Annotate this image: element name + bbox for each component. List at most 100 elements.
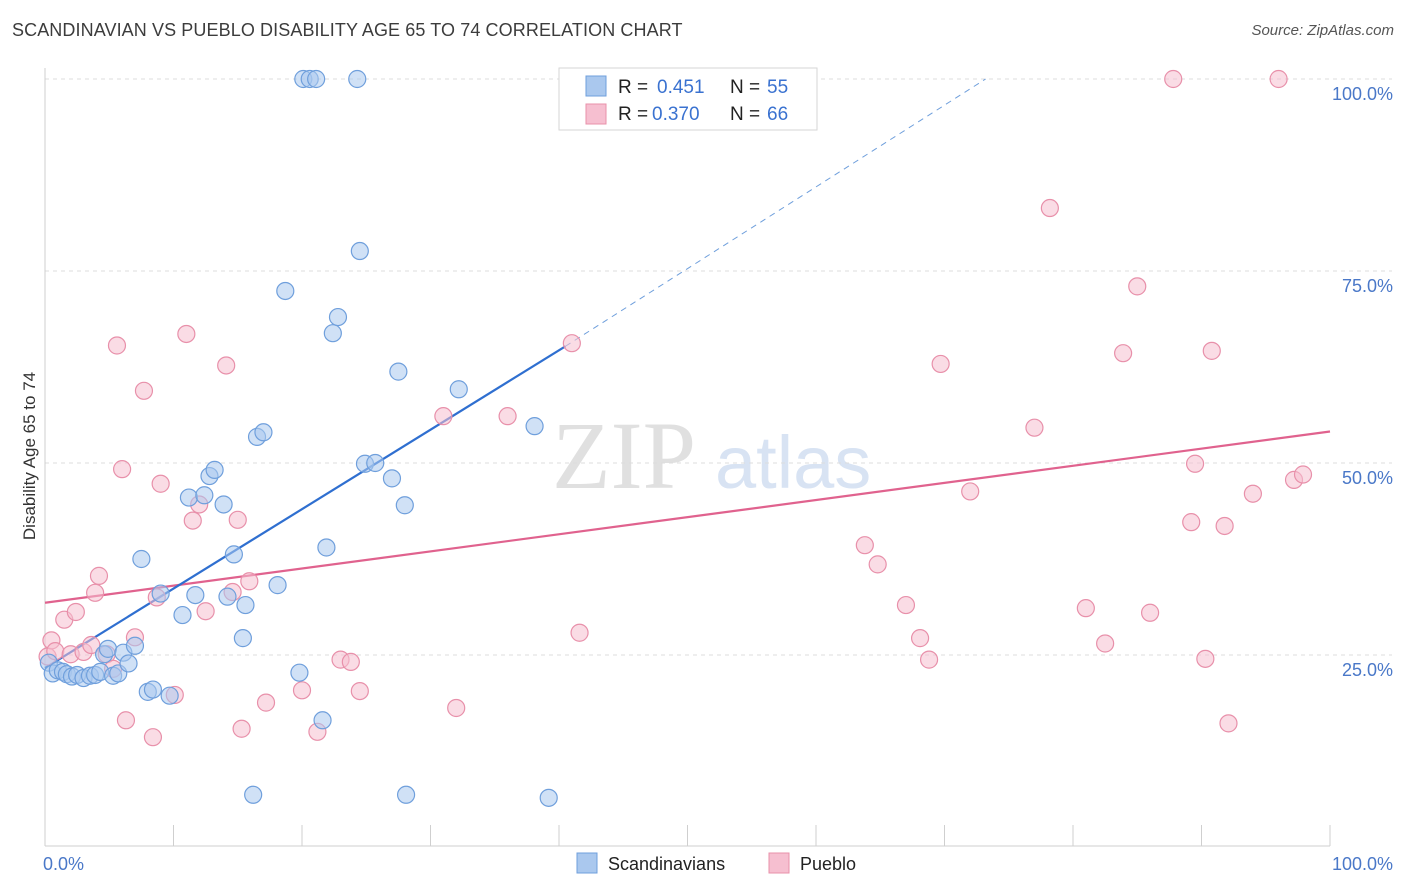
scandinavian-point-54	[396, 785, 416, 804]
scandinavian-point-42	[307, 69, 326, 89]
legend-r-label-2: R =	[618, 104, 648, 125]
series-legend-swatch-pueblo	[768, 852, 790, 874]
series-legend-label-pueblo: Pueblo	[800, 854, 856, 874]
pueblo-point-61	[1215, 516, 1234, 536]
pueblo-point-63	[1243, 484, 1263, 503]
legend-n-label-2: N =	[730, 104, 760, 125]
pueblo-point-66	[1293, 465, 1313, 484]
pueblo-point-37	[447, 698, 466, 718]
pueblo-point-58	[1185, 454, 1205, 473]
x-tick-label-max: 100.0%	[1332, 854, 1393, 874]
scandinavian-point-56	[525, 417, 544, 436]
pueblo-point-56	[1164, 69, 1183, 89]
legend-swatch-pueblo	[585, 103, 607, 125]
scandinavian-point-36	[254, 423, 273, 442]
scandinavian-point-30	[218, 587, 237, 606]
pueblo-point-30	[256, 693, 276, 712]
source-label: Source: ZipAtlas.com	[1251, 22, 1394, 39]
pueblo-point-39	[562, 334, 581, 353]
legend-n-label-1: N =	[730, 77, 760, 98]
pueblo-point-16	[134, 381, 154, 400]
scandinavian-point-12	[98, 639, 118, 658]
scandinavian-point-20	[143, 680, 163, 699]
legend-n-value-2: 66	[767, 104, 788, 125]
scandinavian-point-28	[205, 460, 224, 480]
series-legend-swatch-scandinavians	[576, 852, 598, 874]
series-legend: Scandinavians Pueblo	[576, 852, 856, 874]
pueblo-point-5	[66, 602, 85, 622]
pueblo-point-49	[1025, 418, 1044, 437]
pueblo-point-12	[107, 336, 127, 355]
scandinavian-point-21	[151, 584, 170, 603]
pueblo-point-27	[228, 510, 247, 529]
legend-n-value-1: 55	[767, 77, 788, 98]
scandinavian-point-44	[317, 538, 336, 557]
pueblo-point-46	[919, 650, 939, 669]
scandinavian-point-29	[214, 495, 233, 514]
watermark-zip: ZIP	[552, 402, 696, 509]
scandinavian-point-34	[244, 785, 263, 804]
y-tick-label-25: 25.0%	[1342, 660, 1393, 680]
pueblo-point-45	[910, 629, 930, 648]
scandinavian-point-46	[328, 307, 348, 327]
scandinavian-point-43	[313, 711, 332, 730]
y-tick-label-50: 50.0%	[1342, 468, 1393, 488]
pueblo-point-9	[89, 566, 109, 585]
scandinavian-point-50	[366, 453, 385, 473]
legend-r-value-2: 0.370	[652, 104, 700, 125]
pueblo-point-55	[1140, 603, 1160, 622]
pueblo-point-57	[1182, 513, 1201, 532]
scandinavian-point-55	[449, 380, 468, 399]
y-tick-labels: 25.0% 50.0% 75.0% 100.0%	[1332, 84, 1393, 680]
scandinavian-point-38	[276, 281, 295, 301]
grid-lines	[45, 78, 1392, 656]
scandinavian-point-18	[132, 549, 151, 569]
scandinavian-point-51	[382, 469, 402, 488]
pueblo-point-51	[1076, 599, 1095, 618]
pueblo-point-52	[1096, 634, 1115, 653]
scandinavian-point-39	[290, 663, 309, 682]
pueblo-point-14	[116, 711, 136, 730]
scandinavian-point-25	[186, 585, 205, 605]
scandinavian-point-23	[173, 605, 192, 625]
scandinavian-point-17	[125, 636, 145, 655]
pueblo-point-54	[1128, 277, 1147, 296]
pueblo-point-38	[498, 407, 517, 426]
legend-swatch-scandinavians	[585, 75, 607, 97]
pueblo-point-35	[350, 681, 369, 701]
scandinavian-point-57	[539, 788, 558, 807]
pueblo-point-21	[177, 324, 196, 344]
scandinavian-point-52	[389, 362, 408, 381]
legend-r-value-1: 0.451	[657, 77, 705, 98]
y-tick-label-75: 75.0%	[1342, 276, 1393, 296]
pueblo-point-19	[151, 474, 170, 493]
scandinavian-point-26	[195, 486, 214, 505]
pueblo-point-28	[232, 719, 251, 738]
pueblo-point-34	[341, 652, 360, 672]
scandinavian-point-22	[160, 686, 179, 705]
pueblo-point-29	[240, 572, 259, 591]
stats-legend: R = 0.451 N = 55 R = 0.370 N = 66	[558, 67, 818, 131]
scandinavian-point-53	[395, 496, 414, 515]
scandinavian-point-48	[350, 241, 369, 261]
pueblo-point-36	[434, 407, 453, 426]
x-tick-labels: 0.0% 100.0%	[43, 854, 1393, 874]
scandinavian-point-32	[233, 629, 252, 648]
scandinavian-point-33	[236, 595, 255, 615]
pueblo-point-43	[868, 555, 887, 574]
chart-title: SCANDINAVIAN VS PUEBLO DISABILITY AGE 65…	[12, 20, 683, 40]
scandinavian-point-16	[119, 654, 138, 673]
pueblo-point-25	[217, 356, 236, 375]
scandinavian-point-37	[268, 576, 287, 595]
pueblo-point-50	[1040, 198, 1059, 218]
scandinavian-points	[39, 69, 558, 807]
pueblo-point-8	[86, 583, 105, 602]
pueblo-point-24	[196, 602, 215, 621]
pueblo-point-47	[931, 354, 950, 374]
pueblo-point-53	[1114, 344, 1133, 363]
pueblo-point-13	[112, 460, 132, 479]
pueblo-trend-line	[44, 430, 1331, 604]
x-tick-label-min: 0.0%	[43, 854, 84, 874]
pueblo-point-44	[896, 595, 916, 615]
